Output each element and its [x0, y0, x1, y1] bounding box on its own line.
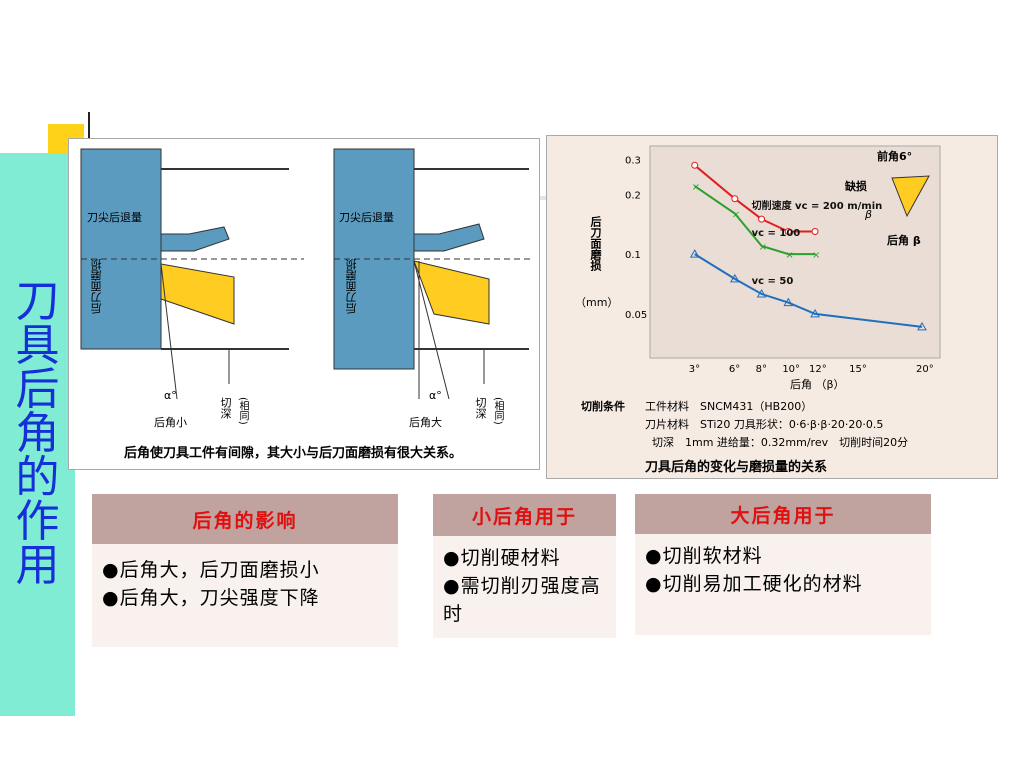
large-angle-label: 后角大: [409, 416, 442, 429]
card-3-title: 大后角用于: [730, 504, 836, 527]
card-2-title: 小后角用于: [471, 505, 577, 528]
chip-label: 缺损: [845, 180, 867, 193]
chart-caption: 刀具后角的变化与磨损量的关系: [645, 460, 828, 475]
conditions-title: 切削条件: [581, 400, 625, 413]
left-figure-svg: [80, 148, 534, 400]
x-tick-label: 12°: [809, 364, 827, 375]
data-point: [784, 227, 792, 235]
data-point: ×: [812, 250, 820, 261]
slide-title-char: 作: [15, 496, 60, 547]
card-1-header: 后角的影响: [92, 494, 398, 544]
condition-1: 工件材料 SNCM431（HB200）: [645, 400, 813, 413]
left-figure-caption: 后角使刀具工件有间隙，其大小与后刀面磨损有很大关系。: [124, 446, 463, 461]
data-point: ×: [732, 210, 740, 221]
card-1-title: 后角的影响: [192, 509, 298, 532]
data-point: ×: [692, 182, 700, 193]
depth-same-label-1: (相同): [237, 397, 248, 425]
data-point: [689, 249, 700, 258]
tip-retreat-label-1: 刀尖后退量: [87, 211, 142, 224]
slide-title-char: 具: [15, 320, 60, 371]
depth-label-1: 切深: [219, 397, 232, 419]
card-1-body: ●后角大，后刀面磨损小 ●后角大，刀尖强度下降: [92, 544, 398, 647]
y-tick-label: 0.2: [625, 190, 641, 201]
slide-title-char: 角: [15, 408, 60, 459]
series-label: vc = 50: [752, 276, 794, 287]
card-2-item-2: ●需切削刃强度高时: [443, 575, 601, 625]
condition-3: 切深 1mm 进给量：0.32mm/rev 切削时间20分: [652, 436, 909, 449]
corner-black-line-v: [88, 112, 90, 142]
right-figure: 3° 6° 8° 10° 12° 15° 20° 0.3 0.2 0.1 0.05 切削速度 vc =…: [546, 135, 998, 479]
card-3-item-2: ●切削易加工硬化的材料: [645, 573, 863, 595]
slide-title-char: 用: [15, 540, 60, 591]
wear-chart: 3° 6° 8° 10° 12° 15° 20° 0.3 0.2 0.1 0.05 切削速度 vc =…: [625, 145, 941, 375]
card-3-item-1: ●切削软材料: [645, 545, 763, 567]
card-2-body: ●切削硬材料 ●需切削刃强度高时: [433, 536, 616, 638]
rake-label: 前角6°: [877, 150, 913, 163]
card-2-header: 小后角用于: [433, 494, 616, 536]
data-point: [917, 321, 927, 331]
x-tick-label: 3°: [689, 364, 700, 375]
card-3-header: 大后角用于: [635, 494, 931, 534]
clearance-label: 后角 β: [887, 234, 921, 247]
x-tick-label: 6°: [729, 364, 740, 375]
data-point: ×: [785, 250, 793, 261]
y-tick-label: 0.1: [625, 250, 641, 261]
tip-retreat-label-2: 刀尖后退量: [339, 211, 394, 224]
slide-title: 刀具后角的作用: [0, 280, 75, 588]
y-tick-label: 0.3: [625, 155, 641, 166]
card-3-body: ●切削软材料 ●切削易加工硬化的材料: [635, 534, 931, 635]
flank-wear-label-2: 后刀面磨损: [345, 259, 358, 314]
series-label: 切削速度 vc = 200 m/min: [752, 199, 883, 212]
y-axis-label: 后刀面磨损: [589, 216, 602, 271]
condition-2: 刀片材料 STi20 刀具形状：0·6·β·β·20·20·0.5: [645, 418, 884, 431]
y-tick-label: 0.05: [625, 310, 647, 321]
x-axis-label: 后角 （β）: [790, 378, 845, 391]
small-angle-label: 后角小: [154, 416, 187, 429]
data-point: [729, 273, 740, 283]
card-1-item-2: ●后角大，刀尖强度下降: [102, 587, 320, 609]
series-line: [694, 185, 816, 256]
slide-title-char: 后: [15, 364, 60, 415]
sidebar: [0, 153, 75, 716]
data-point: [810, 308, 820, 318]
data-point: [731, 195, 739, 203]
card-1-item-1: ●后角大，后刀面磨损小: [102, 559, 320, 581]
slide-title-char: 的: [15, 452, 60, 503]
slide-title-char: 刀: [15, 276, 60, 327]
x-tick-label: 8°: [756, 364, 767, 375]
series-line: [694, 253, 923, 328]
data-point: [756, 288, 767, 298]
beta-label: β: [865, 208, 873, 221]
alpha-label-2: α°: [429, 389, 442, 402]
x-tick-label: 10°: [782, 364, 800, 375]
card-2-item-1: ●切削硬材料: [443, 547, 561, 569]
data-point: ×: [759, 242, 767, 253]
depth-same-label-2: (相同): [492, 397, 503, 425]
left-figure: 刀尖后退量 刀尖后退量 后刀面磨损 后刀面磨损 α° α° 切深 (相同) 切深…: [68, 138, 540, 470]
alpha-label-1: α°: [164, 389, 177, 402]
data-point: [783, 297, 794, 307]
data-point: [758, 215, 766, 223]
data-point: [811, 227, 819, 235]
x-tick-label: 15°: [849, 364, 867, 375]
flank-wear-label-1: 后刀面磨损: [90, 259, 103, 314]
x-tick-label: 20°: [916, 364, 934, 375]
data-point: [691, 161, 699, 169]
series-label: vc = 100: [752, 228, 801, 239]
depth-label-2: 切深: [474, 397, 487, 419]
y-axis-unit: （mm）: [575, 296, 619, 309]
